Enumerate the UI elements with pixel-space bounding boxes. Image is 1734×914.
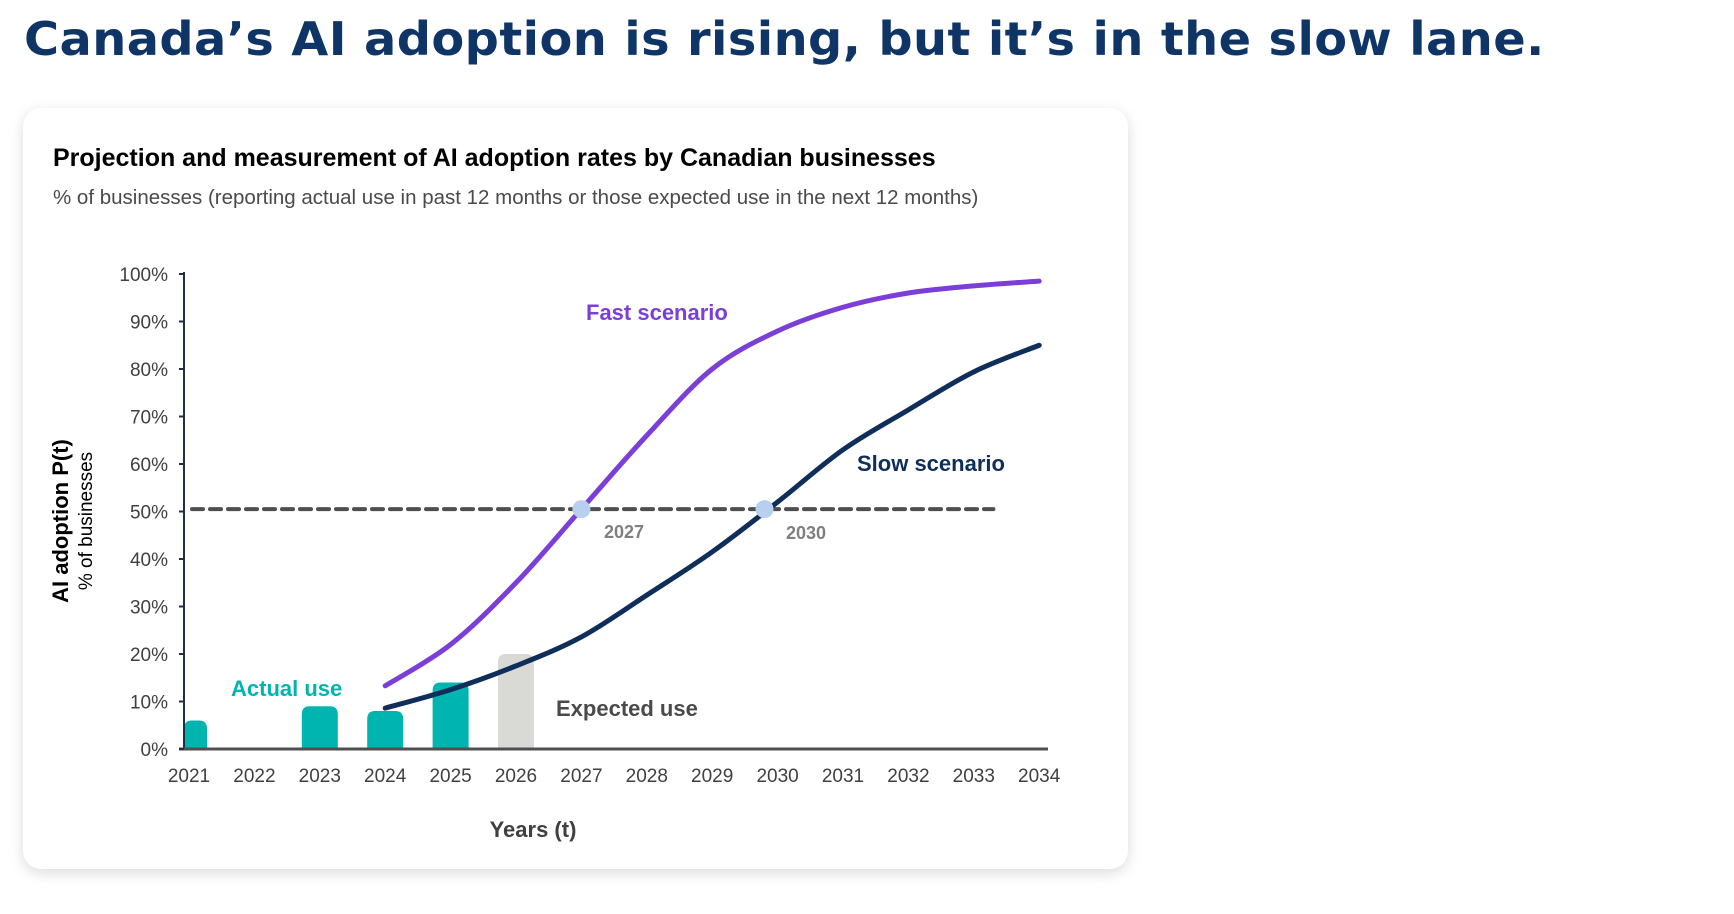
- x-tick-label: 2032: [887, 766, 929, 787]
- fast-scenario-label: Fast scenario: [586, 300, 728, 325]
- fast-scenario-line: [382, 278, 1042, 689]
- x-tick-label: 2030: [756, 766, 798, 787]
- slow-scenario-line: [382, 342, 1042, 711]
- y-tick-label: 50%: [130, 503, 168, 524]
- y-tick-label: 60%: [130, 455, 168, 476]
- chart-title: Projection and measurement of AI adoptio…: [53, 144, 936, 172]
- chart-subtitle: % of businesses (reporting actual use in…: [53, 186, 979, 209]
- x-tick-label: 2021: [168, 766, 210, 787]
- actual-bar: [367, 711, 404, 749]
- slow-crossing-dot: [755, 500, 774, 519]
- lines-layer: [382, 278, 1042, 711]
- axes-layer: [179, 272, 1048, 751]
- slow-scenario-label: Slow scenario: [857, 451, 1005, 476]
- x-tick-label: 2025: [429, 766, 471, 787]
- chart-card: Projection and measurement of AI adoptio…: [23, 108, 1128, 869]
- y-tick-label: 80%: [130, 360, 168, 381]
- x-tick-label: 2031: [822, 766, 864, 787]
- x-tick-label: 2022: [233, 766, 275, 787]
- y-tick-label: 40%: [130, 550, 168, 571]
- x-tick-label: 2029: [691, 766, 733, 787]
- fast-crossing-year-label: 2027: [604, 522, 644, 542]
- fast-crossing-dot: [572, 500, 591, 519]
- x-tick-label: 2023: [299, 766, 341, 787]
- y-tick-label: 30%: [130, 598, 168, 619]
- y-tick-label: 90%: [130, 313, 168, 334]
- x-axis-title: Years (t): [490, 817, 577, 842]
- actual-bar: [432, 682, 469, 749]
- x-tick-label: 2033: [953, 766, 995, 787]
- actual-bar: [184, 720, 207, 749]
- actual-use-label: Actual use: [231, 676, 342, 701]
- expected-use-label: Expected use: [556, 696, 698, 721]
- headline: Canada’s AI adoption is rising, but it’s…: [24, 12, 1545, 66]
- y-axis-subtitle: % of businesses: [76, 452, 97, 590]
- bars-layer: [184, 654, 534, 749]
- y-tick-label: 100%: [119, 265, 168, 286]
- slow-crossing-year-label: 2030: [786, 523, 826, 543]
- x-tick-label: 2024: [364, 766, 407, 787]
- y-tick-label: 70%: [130, 408, 168, 429]
- y-tick-label: 0%: [141, 740, 169, 761]
- labels-layer: 0% 10% 20% 30% 40% 50% 60% 70% 80% 90% 100% 2021 202…: [119, 265, 1060, 787]
- y-tick-label: 10%: [130, 693, 168, 714]
- y-tick-label: 20%: [130, 645, 168, 666]
- x-tick-label: 2026: [495, 766, 537, 787]
- x-tick-label: 2028: [626, 766, 668, 787]
- y-axis-title: AI adoption P(t): [48, 439, 73, 603]
- actual-bar: [301, 706, 338, 749]
- x-tick-label: 2034: [1018, 766, 1061, 787]
- expected-bar: [498, 654, 534, 749]
- x-tick-label: 2027: [560, 766, 602, 787]
